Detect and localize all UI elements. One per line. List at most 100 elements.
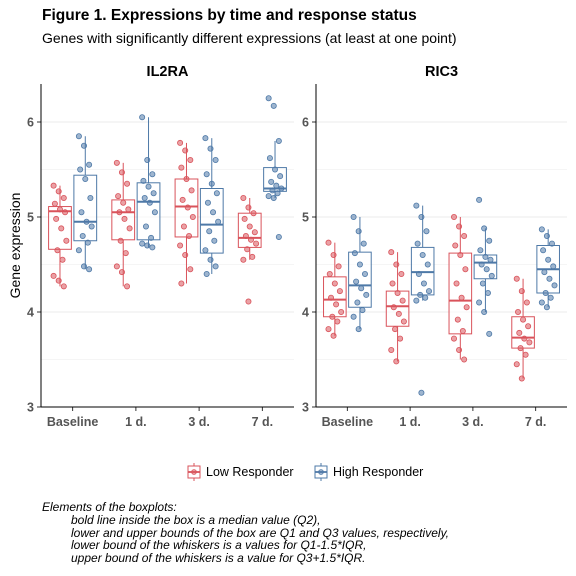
data-point	[523, 299, 530, 306]
data-point	[350, 313, 357, 320]
data-point	[275, 233, 282, 240]
data-point	[213, 190, 220, 197]
data-point	[353, 278, 360, 285]
data-point	[146, 199, 153, 206]
box-high-3	[536, 226, 560, 311]
x-tick-label: Baseline	[322, 415, 373, 429]
data-point	[50, 182, 57, 189]
data-point	[476, 196, 483, 203]
panel-ric3: RIC3 3 4 5 6 Baseline 1 d. 3 d. 7 d.	[302, 64, 567, 429]
data-point	[206, 228, 213, 235]
data-point	[518, 288, 525, 295]
data-point	[275, 137, 282, 144]
data-point	[540, 247, 547, 254]
data-point	[400, 318, 407, 325]
data-point	[395, 310, 402, 317]
data-point	[420, 280, 427, 287]
box-low-3	[511, 275, 535, 382]
data-point	[399, 297, 406, 304]
data-point	[83, 218, 90, 225]
y-tick-label: 3	[27, 401, 34, 415]
legend: Low Responder High Responder	[0, 462, 576, 482]
boxplot-chart: Gene expression IL2RA 3 4 5 6 Baseline 1 d. 3 d.…	[7, 64, 567, 429]
box-low-0	[48, 182, 72, 290]
data-point	[187, 156, 194, 163]
box-low-2	[448, 213, 473, 363]
data-point	[124, 283, 131, 290]
data-point	[177, 139, 184, 146]
data-point	[268, 178, 275, 185]
data-point	[453, 280, 460, 287]
data-point	[330, 332, 337, 339]
data-point	[547, 294, 554, 301]
data-point	[526, 339, 533, 346]
data-point	[116, 209, 123, 216]
data-point	[521, 335, 528, 342]
data-point	[413, 297, 420, 304]
data-point	[458, 294, 465, 301]
data-point	[180, 223, 187, 230]
data-point	[270, 194, 277, 201]
box-iqr	[448, 252, 473, 335]
data-point	[363, 291, 370, 298]
data-point	[149, 171, 156, 178]
data-point	[58, 225, 65, 232]
box-iqr	[73, 174, 98, 242]
data-point	[203, 270, 210, 277]
data-point	[356, 261, 363, 268]
data-point	[115, 193, 122, 200]
data-point	[481, 308, 488, 315]
data-point	[142, 223, 149, 230]
legend-key-low	[187, 463, 201, 481]
data-point	[483, 266, 490, 273]
data-point	[124, 180, 131, 187]
data-point	[543, 304, 550, 311]
panel-title: IL2RA	[147, 64, 189, 80]
data-point	[350, 213, 357, 220]
data-point	[522, 351, 529, 358]
data-point	[360, 240, 367, 247]
data-point	[87, 194, 94, 201]
data-point	[144, 156, 151, 163]
data-point	[266, 155, 273, 162]
data-point	[210, 209, 217, 216]
y-tick-label: 3	[302, 401, 309, 415]
data-point	[358, 285, 365, 292]
x-tick-label: 1 d.	[399, 415, 421, 429]
data-point	[329, 313, 336, 320]
data-point	[187, 266, 194, 273]
data-point	[459, 327, 466, 334]
data-point	[450, 335, 457, 342]
data-point	[246, 223, 253, 230]
data-point	[121, 215, 128, 222]
data-point	[253, 240, 260, 247]
box-high-1	[136, 114, 161, 251]
data-point	[78, 209, 85, 216]
data-point	[251, 229, 258, 236]
data-point	[84, 239, 91, 246]
data-point	[240, 194, 247, 201]
data-point	[415, 270, 422, 277]
data-point	[461, 356, 468, 363]
data-point	[394, 289, 401, 296]
data-point	[413, 202, 420, 209]
legend-label-low: Low Responder	[206, 465, 294, 479]
data-point	[487, 256, 494, 263]
data-point	[456, 346, 463, 353]
data-point	[424, 261, 431, 268]
data-point	[463, 304, 470, 311]
data-point	[355, 326, 362, 333]
y-tick-label: 5	[302, 211, 309, 225]
y-tick-label: 6	[27, 116, 34, 130]
data-point	[126, 225, 133, 232]
data-point	[245, 298, 252, 305]
data-point	[551, 282, 558, 289]
figure-title: Figure 1. Expressions by time and respon…	[42, 7, 417, 24]
data-point	[272, 166, 279, 173]
data-point	[462, 266, 469, 273]
data-point	[184, 204, 191, 211]
data-point	[486, 237, 493, 244]
data-point	[277, 173, 284, 180]
data-point	[202, 135, 209, 142]
data-point	[242, 232, 249, 239]
